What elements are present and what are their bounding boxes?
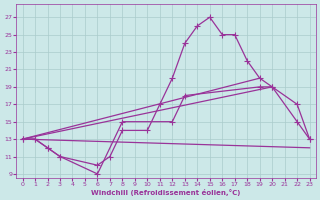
X-axis label: Windchill (Refroidissement éolien,°C): Windchill (Refroidissement éolien,°C) bbox=[92, 189, 241, 196]
